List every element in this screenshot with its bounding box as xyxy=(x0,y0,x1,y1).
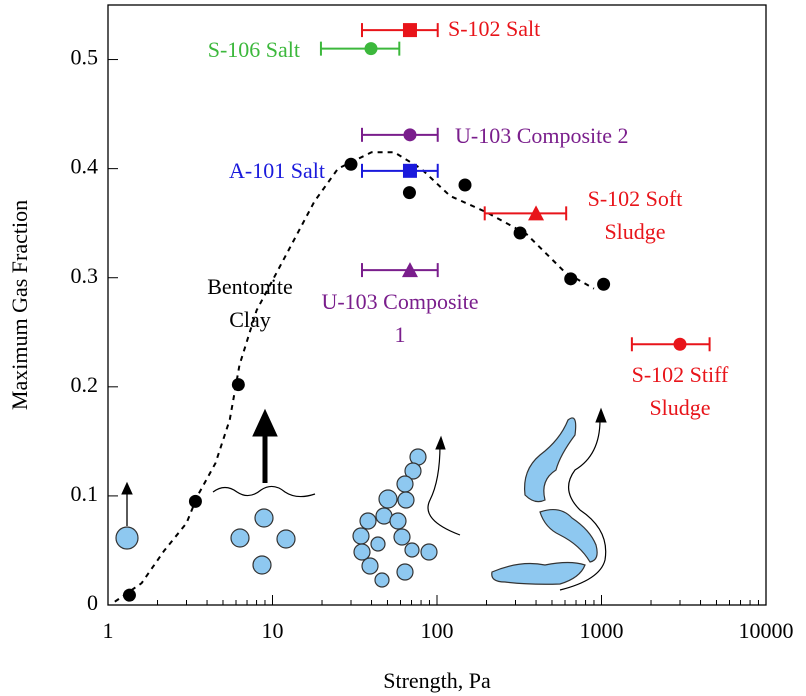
series-label: S-102 Salt xyxy=(448,16,540,41)
trend-line xyxy=(114,151,595,603)
x-axis-label: Strength, Pa xyxy=(383,668,491,693)
error-bar xyxy=(483,206,568,221)
marker xyxy=(188,494,202,508)
x-tick-label: 100 xyxy=(421,618,454,643)
marker xyxy=(513,226,527,240)
x-tick-label: 10 xyxy=(262,618,284,643)
series-label: Bentonite Clay xyxy=(207,274,293,332)
x-tick-label: 10000 xyxy=(739,618,794,643)
series-label-box: U-103 Composite 1 xyxy=(321,289,479,347)
marker xyxy=(402,23,417,38)
series-label: U-103 Composite 2 xyxy=(455,123,629,148)
marker xyxy=(458,178,472,192)
marker xyxy=(401,262,418,278)
error-bar xyxy=(360,263,439,278)
marker xyxy=(597,277,611,291)
x-tick-label: 1 xyxy=(103,618,114,643)
series-label: S-102 Stiff Sludge xyxy=(631,362,729,420)
error-bar xyxy=(360,163,439,178)
series-label-box: Bentonite Clay xyxy=(207,274,293,332)
y-tick-label: 0.3 xyxy=(71,263,99,288)
series-label: U-103 Composite 1 xyxy=(321,289,479,347)
y-tick-label: 0.2 xyxy=(71,372,99,397)
series-label: A-101 Salt xyxy=(229,158,325,183)
error-bar xyxy=(319,41,401,56)
marker xyxy=(122,588,136,602)
y-tick-label: 0.1 xyxy=(71,481,99,506)
illustrations xyxy=(115,407,607,591)
marker xyxy=(402,186,416,200)
marker xyxy=(673,337,687,351)
series-label-box: S-102 Soft Sludge xyxy=(587,186,683,244)
marker xyxy=(403,128,417,142)
marker xyxy=(564,272,578,286)
marker xyxy=(528,205,545,221)
x-tick-label: 1000 xyxy=(580,618,624,643)
series-label: S-106 Salt xyxy=(208,37,300,62)
marker xyxy=(231,378,245,392)
marker xyxy=(402,163,417,178)
error-bar xyxy=(630,337,711,352)
series-label-box: S-102 Stiff Sludge xyxy=(631,362,729,420)
error-bar xyxy=(360,127,439,142)
series-label: S-102 Soft Sludge xyxy=(587,186,683,244)
y-tick-label: 0 xyxy=(87,590,98,615)
marker xyxy=(344,157,358,171)
y-tick-label: 0.4 xyxy=(71,154,99,179)
error-bar xyxy=(360,23,439,38)
marker xyxy=(364,42,378,56)
y-axis-label: Maximum Gas Fraction xyxy=(7,200,32,410)
y-tick-label: 0.5 xyxy=(71,45,99,70)
